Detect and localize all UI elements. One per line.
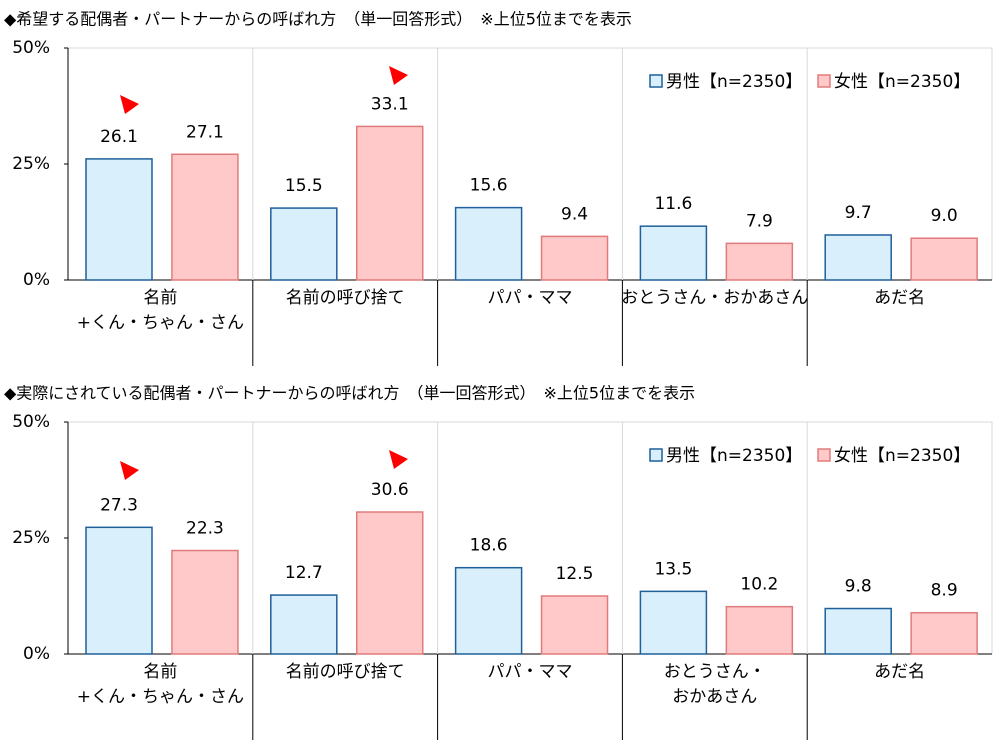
- data-label: 10.2: [740, 575, 778, 595]
- bar: [171, 153, 239, 281]
- bar: [540, 235, 609, 281]
- legend-label: 女性【n=2350】: [834, 446, 970, 466]
- data-label: 12.5: [556, 564, 594, 584]
- x-tick-label: おとうさん・: [664, 662, 766, 682]
- data-label: 8.9: [931, 581, 958, 601]
- bar: [824, 607, 892, 655]
- data-label: 26.1: [100, 127, 138, 147]
- bar: [85, 158, 153, 281]
- bar: [85, 526, 153, 655]
- y-tick-label: 0%: [23, 644, 50, 664]
- legend-swatch: [649, 74, 663, 88]
- legend-label: 女性【n=2350】: [834, 72, 970, 92]
- x-tick-label: パパ・ママ: [488, 288, 573, 308]
- data-label: 27.3: [100, 495, 138, 515]
- highlight-arrow: [389, 66, 408, 85]
- y-tick-label: 50%: [12, 412, 50, 432]
- x-tick-label: +くん・ちゃん・さん: [77, 313, 244, 333]
- data-label: 9.0: [931, 206, 958, 226]
- bar: [540, 595, 609, 655]
- x-tick-label: 名前: [143, 662, 177, 682]
- data-label: 30.6: [371, 480, 409, 500]
- bar: [270, 594, 338, 655]
- legend-swatch: [817, 448, 831, 462]
- x-tick-label: あだ名: [874, 662, 925, 682]
- x-tick-label: あだ名: [874, 288, 925, 308]
- bar: [454, 206, 523, 281]
- x-tick-label: おかあさん: [672, 687, 757, 707]
- data-label: 9.7: [845, 203, 872, 223]
- data-label: 13.5: [654, 559, 692, 579]
- bar: [355, 511, 424, 655]
- y-tick-label: 25%: [12, 528, 50, 548]
- bar: [910, 611, 978, 655]
- data-label: 7.9: [746, 211, 773, 231]
- chart-title: ◆希望する配偶者・パートナーからの呼ばれ方 （単一回答形式） ※上位5位までを表…: [4, 10, 632, 29]
- x-tick-label: パパ・ママ: [488, 662, 573, 682]
- highlight-arrow: [389, 450, 408, 469]
- data-label: 27.1: [186, 122, 224, 142]
- data-label: 15.5: [285, 176, 323, 196]
- legend-swatch: [649, 448, 663, 462]
- bar: [355, 125, 424, 281]
- data-label: 18.6: [470, 536, 508, 556]
- x-tick-label: +くん・ちゃん・さん: [77, 687, 244, 707]
- bar: [910, 237, 978, 281]
- bar: [171, 549, 239, 655]
- x-tick-label: おとうさん・おかあさん: [621, 288, 808, 308]
- highlight-arrow: [120, 95, 139, 114]
- data-label: 11.6: [654, 194, 692, 214]
- x-tick-label: 名前の呼び捨て: [286, 288, 405, 308]
- x-tick-label: 名前の呼び捨て: [286, 662, 405, 682]
- y-tick-label: 50%: [12, 38, 50, 58]
- highlight-arrow: [120, 461, 139, 480]
- bar: [270, 207, 338, 281]
- data-label: 33.1: [371, 94, 409, 114]
- data-label: 9.4: [561, 204, 588, 224]
- legend-label: 男性【n=2350】: [666, 72, 802, 92]
- bar: [725, 605, 794, 655]
- y-tick-label: 25%: [12, 154, 50, 174]
- bar: [454, 566, 523, 655]
- data-label: 15.6: [470, 176, 508, 196]
- bar: [639, 225, 708, 281]
- data-label: 9.8: [845, 577, 872, 597]
- chart-title: ◆実際にされている配偶者・パートナーからの呼ばれ方 （単一回答形式） ※上位5位…: [4, 384, 695, 403]
- bar: [725, 242, 794, 281]
- legend-swatch: [817, 74, 831, 88]
- y-tick-label: 0%: [23, 270, 50, 290]
- legend-label: 男性【n=2350】: [666, 446, 802, 466]
- x-tick-label: 名前: [143, 288, 177, 308]
- bar: [824, 234, 892, 281]
- data-label: 22.3: [186, 519, 224, 539]
- bar: [639, 590, 708, 655]
- data-label: 12.7: [285, 563, 323, 583]
